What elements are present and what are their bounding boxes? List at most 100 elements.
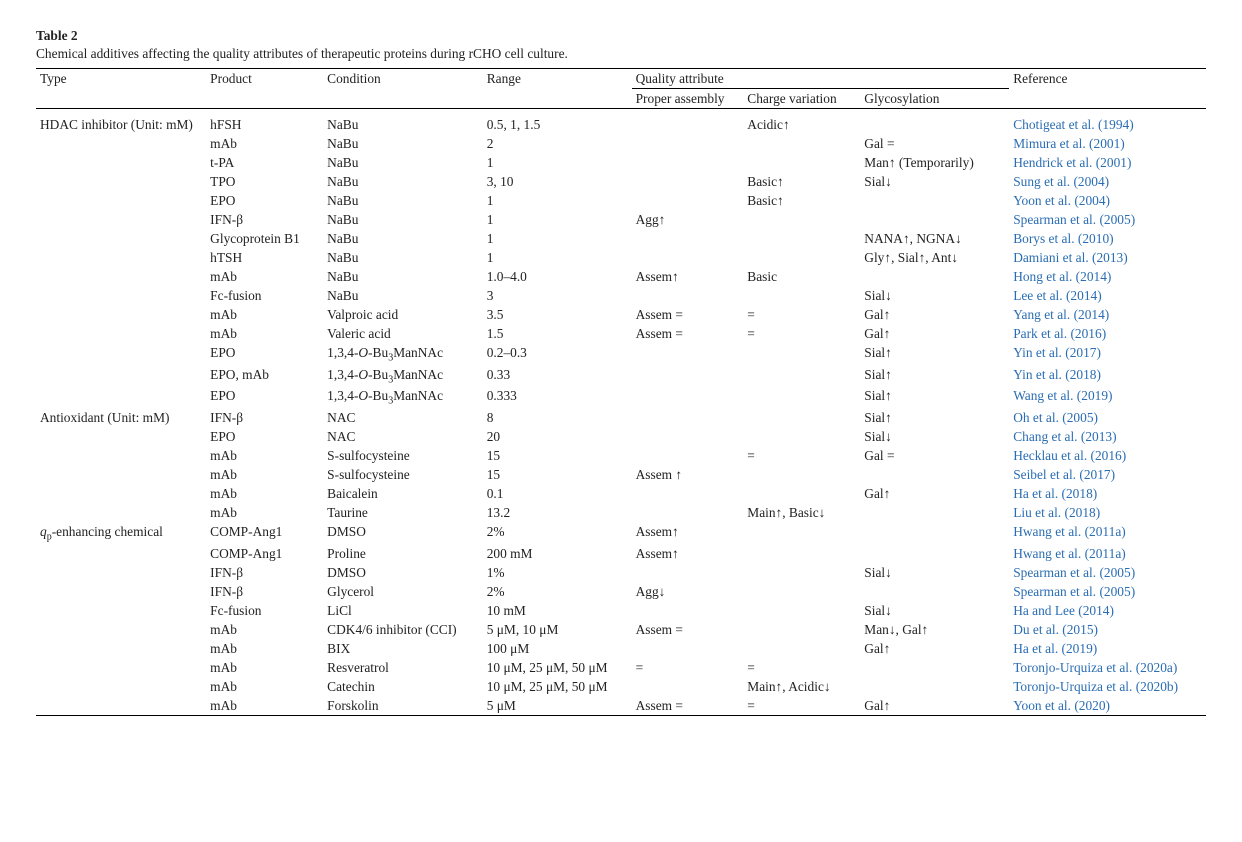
cell-reference: Yoon et al. (2004) [1009, 192, 1206, 211]
cell-condition: NaBu [323, 268, 483, 287]
cell-condition: Taurine [323, 504, 483, 523]
cell-charge [743, 466, 860, 485]
cell-glyco [860, 211, 1009, 230]
cell-range: 0.5, 1, 1.5 [483, 109, 632, 135]
cell-reference: Du et al. (2015) [1009, 620, 1206, 639]
cell-range: 15 [483, 466, 632, 485]
cell-charge [743, 287, 860, 306]
cell-type [36, 154, 206, 173]
cell-charge [743, 544, 860, 563]
cell-assembly [632, 173, 744, 192]
table-row: TPONaBu3, 10Basic↑Sial↓Sung et al. (2004… [36, 173, 1206, 192]
cell-range: 0.33 [483, 365, 632, 387]
cell-condition: Glycerol [323, 582, 483, 601]
cell-reference: Hendrick et al. (2001) [1009, 154, 1206, 173]
cell-type [36, 428, 206, 447]
cell-product: EPO, mAb [206, 365, 323, 387]
cell-range: 1.0–4.0 [483, 268, 632, 287]
cell-reference: Mimura et al. (2001) [1009, 135, 1206, 154]
cell-range: 10 μM, 25 μM, 50 μM [483, 658, 632, 677]
cell-product: mAb [206, 620, 323, 639]
cell-reference: Chotigeat et al. (1994) [1009, 109, 1206, 135]
cell-charge: Basic [743, 268, 860, 287]
cell-type [36, 173, 206, 192]
cell-glyco [860, 523, 1009, 545]
cell-product: IFN-β [206, 211, 323, 230]
table-row: EPO, mAb1,3,4-O-Bu3ManNAc0.33Sial↑Yin et… [36, 365, 1206, 387]
cell-assembly [632, 447, 744, 466]
cell-range: 2 [483, 135, 632, 154]
cell-assembly [632, 192, 744, 211]
cell-product: EPO [206, 344, 323, 366]
cell-charge [743, 428, 860, 447]
cell-product: mAb [206, 639, 323, 658]
cell-reference: Hecklau et al. (2016) [1009, 447, 1206, 466]
cell-assembly: Assem = [632, 620, 744, 639]
cell-glyco [860, 109, 1009, 135]
cell-condition: NaBu [323, 192, 483, 211]
cell-charge [743, 135, 860, 154]
table-row: mAbResveratrol10 μM, 25 μM, 50 μM==Toron… [36, 658, 1206, 677]
cell-glyco: Gal = [860, 135, 1009, 154]
cell-assembly [632, 601, 744, 620]
table-row: mAbBaicalein0.1Gal↑Ha et al. (2018) [36, 485, 1206, 504]
cell-type [36, 192, 206, 211]
cell-type [36, 658, 206, 677]
cell-charge: Basic↑ [743, 173, 860, 192]
cell-glyco: Sial↑ [860, 344, 1009, 366]
table-row: mAbCDK4/6 inhibitor (CCI)5 μM, 10 μMAsse… [36, 620, 1206, 639]
cell-glyco: Sial↑ [860, 387, 1009, 409]
cell-assembly [632, 230, 744, 249]
cell-range: 200 mM [483, 544, 632, 563]
cell-product: mAb [206, 466, 323, 485]
cell-charge [743, 639, 860, 658]
cell-reference: Borys et al. (2010) [1009, 230, 1206, 249]
cell-product: mAb [206, 696, 323, 716]
cell-glyco: Gal↑ [860, 639, 1009, 658]
table-row: mAbNaBu1.0–4.0Assem↑BasicHong et al. (20… [36, 268, 1206, 287]
cell-glyco [860, 192, 1009, 211]
table-row: HDAC inhibitor (Unit: mM)hFSHNaBu0.5, 1,… [36, 109, 1206, 135]
cell-assembly: Agg↓ [632, 582, 744, 601]
cell-condition: NAC [323, 428, 483, 447]
cell-product: mAb [206, 325, 323, 344]
cell-condition: Valeric acid [323, 325, 483, 344]
cell-type [36, 249, 206, 268]
table-caption: Chemical additives affecting the quality… [36, 46, 1206, 62]
cell-glyco: Sial↓ [860, 601, 1009, 620]
cell-charge: Acidic↑ [743, 109, 860, 135]
cell-type [36, 504, 206, 523]
cell-type [36, 287, 206, 306]
cell-charge: Main↑, Basic↓ [743, 504, 860, 523]
cell-condition: NaBu [323, 109, 483, 135]
cell-range: 3, 10 [483, 173, 632, 192]
table-row: Fc-fusionLiCl10 mMSial↓Ha and Lee (2014) [36, 601, 1206, 620]
cell-condition: NaBu [323, 173, 483, 192]
cell-glyco: Sial↓ [860, 287, 1009, 306]
cell-charge [743, 582, 860, 601]
cell-type [36, 387, 206, 409]
cell-glyco: Gal↑ [860, 306, 1009, 325]
header-range: Range [483, 69, 632, 109]
cell-reference: Damiani et al. (2013) [1009, 249, 1206, 268]
cell-condition: 1,3,4-O-Bu3ManNAc [323, 387, 483, 409]
cell-type [36, 677, 206, 696]
table-row: Glycoprotein B1NaBu1NANA↑, NGNA↓Borys et… [36, 230, 1206, 249]
cell-charge [743, 154, 860, 173]
cell-assembly: Agg↑ [632, 211, 744, 230]
cell-product: TPO [206, 173, 323, 192]
cell-type [36, 601, 206, 620]
table-row: hTSHNaBu1Gly↑, Sial↑, Ant↓Damiani et al.… [36, 249, 1206, 268]
cell-charge [743, 563, 860, 582]
cell-assembly [632, 135, 744, 154]
table-row: Antioxidant (Unit: mM)IFN-βNAC8Sial↑Oh e… [36, 409, 1206, 428]
cell-product: mAb [206, 306, 323, 325]
cell-range: 0.1 [483, 485, 632, 504]
table-row: EPO1,3,4-O-Bu3ManNAc0.2–0.3Sial↑Yin et a… [36, 344, 1206, 366]
cell-type [36, 485, 206, 504]
cell-glyco [860, 658, 1009, 677]
cell-product: Fc-fusion [206, 601, 323, 620]
cell-range: 5 μM, 10 μM [483, 620, 632, 639]
cell-charge [743, 601, 860, 620]
cell-type [36, 325, 206, 344]
